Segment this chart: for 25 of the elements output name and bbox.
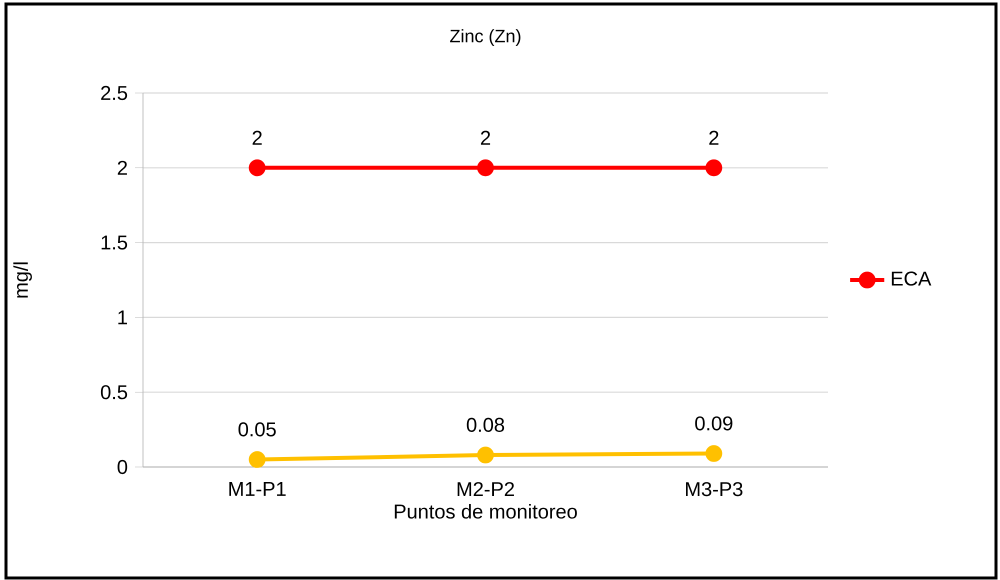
legend-label: ECA [892, 272, 932, 286]
data-label: 2 [480, 130, 490, 145]
y-tick-label: 0 [118, 460, 128, 474]
chart-title: Zinc (Zn) [450, 29, 520, 46]
point [477, 159, 494, 176]
y-tick-label: 2.5 [101, 86, 128, 100]
x-axis-title: Puntos de monitoreo [394, 504, 577, 519]
data-label: 2 [252, 130, 262, 145]
x-tick-label: M2-P2 [458, 482, 514, 496]
point [705, 445, 722, 462]
data-label: 2 [709, 130, 718, 145]
data-label: 0.09 [695, 416, 732, 430]
y-tick-label: 2 [118, 160, 127, 175]
point [477, 446, 494, 464]
y-tick-label: 1.5 [102, 236, 128, 250]
x-tick-label: M3-P3 [686, 482, 742, 496]
y-axis-title: mg/l [13, 262, 32, 298]
point [248, 159, 266, 176]
data-label: 0.08 [466, 418, 504, 432]
point [705, 159, 722, 176]
x-tick-label: M1-P1 [229, 482, 286, 496]
y-tick-label: 1 [118, 310, 127, 324]
data-label: 0.05 [238, 422, 276, 436]
point [248, 451, 266, 468]
y-tick-label: 0.5 [100, 385, 128, 400]
